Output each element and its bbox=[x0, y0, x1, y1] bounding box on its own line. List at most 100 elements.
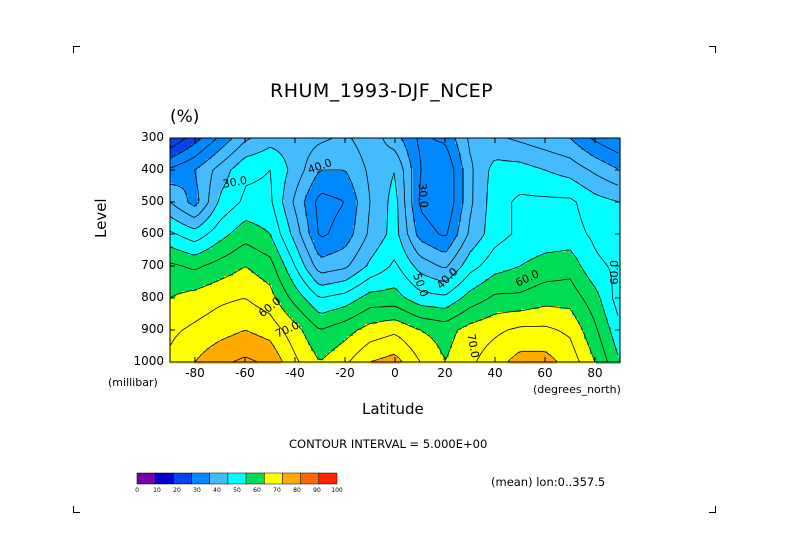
heatmap-cell bbox=[572, 207, 576, 211]
heatmap-cell bbox=[410, 147, 414, 151]
heatmap-cell bbox=[596, 234, 600, 238]
heatmap-cell bbox=[380, 195, 384, 199]
heatmap-cell bbox=[392, 153, 396, 157]
heatmap-cell bbox=[446, 216, 450, 220]
heatmap-cell bbox=[461, 147, 465, 151]
heatmap-cell bbox=[593, 144, 597, 148]
heatmap-cell bbox=[506, 195, 510, 199]
heatmap-cell bbox=[476, 156, 480, 160]
heatmap-cell bbox=[593, 162, 597, 166]
heatmap-cell bbox=[470, 183, 474, 187]
heatmap-cell bbox=[482, 192, 486, 196]
heatmap-cell bbox=[536, 198, 540, 202]
heatmap-cell bbox=[587, 228, 591, 232]
heatmap-cell bbox=[254, 222, 258, 226]
heatmap-cell bbox=[245, 171, 249, 175]
heatmap-cell bbox=[317, 201, 321, 205]
heatmap-cell bbox=[323, 186, 327, 190]
heatmap-cell bbox=[314, 174, 318, 178]
heatmap-cell bbox=[176, 207, 180, 211]
heatmap-cell bbox=[350, 201, 354, 205]
heatmap-cell bbox=[599, 180, 603, 184]
heatmap-cell bbox=[377, 210, 381, 214]
heatmap-cell bbox=[410, 228, 414, 232]
heatmap-cell bbox=[572, 171, 576, 175]
heatmap-cell bbox=[548, 156, 552, 160]
heatmap-cell bbox=[443, 207, 447, 211]
heatmap-cell bbox=[446, 180, 450, 184]
heatmap-cell bbox=[359, 231, 363, 235]
heatmap-cell bbox=[422, 153, 426, 157]
heatmap-cell bbox=[215, 156, 219, 160]
heatmap-cell bbox=[173, 222, 177, 226]
heatmap-cell bbox=[266, 231, 270, 235]
heatmap-cell bbox=[284, 144, 288, 148]
heatmap-cell bbox=[413, 228, 417, 232]
heatmap-cell bbox=[224, 168, 228, 172]
heatmap-cell bbox=[617, 234, 621, 238]
heatmap-cell bbox=[614, 222, 618, 226]
heatmap-cell bbox=[284, 180, 288, 184]
heatmap-cell bbox=[227, 204, 231, 208]
heatmap-cell bbox=[215, 168, 219, 172]
heatmap-cell bbox=[206, 180, 210, 184]
heatmap-cell bbox=[245, 222, 249, 226]
heatmap-cell bbox=[545, 234, 549, 238]
heatmap-cell bbox=[179, 165, 183, 169]
heatmap-cell bbox=[398, 171, 402, 175]
heatmap-cell bbox=[584, 144, 588, 148]
heatmap-cell bbox=[608, 228, 612, 232]
heatmap-cell bbox=[185, 186, 189, 190]
heatmap-cell bbox=[344, 186, 348, 190]
heatmap-cell bbox=[395, 222, 399, 226]
heatmap-cell bbox=[587, 189, 591, 193]
heatmap-cell bbox=[572, 144, 576, 148]
heatmap-cell bbox=[329, 162, 333, 166]
heatmap-cell bbox=[428, 165, 432, 169]
heatmap-cell bbox=[197, 210, 201, 214]
heatmap-cell bbox=[212, 237, 216, 241]
heatmap-cell bbox=[560, 213, 564, 217]
heatmap-cell bbox=[380, 201, 384, 205]
heatmap-cell bbox=[530, 162, 534, 166]
heatmap-cell bbox=[176, 192, 180, 196]
heatmap-cell bbox=[401, 234, 405, 238]
heatmap-cell bbox=[491, 156, 495, 160]
heatmap-cell bbox=[254, 228, 258, 232]
heatmap-cell bbox=[356, 219, 360, 223]
heatmap-cell bbox=[503, 213, 507, 217]
heatmap-cell bbox=[302, 147, 306, 151]
heatmap-cell bbox=[380, 192, 384, 196]
heatmap-cell bbox=[197, 219, 201, 223]
heatmap-cell bbox=[212, 138, 216, 142]
heatmap-cell bbox=[353, 159, 357, 163]
heatmap-cell bbox=[548, 222, 552, 226]
heatmap-cell bbox=[242, 177, 246, 181]
heatmap-cell bbox=[395, 234, 399, 238]
heatmap-cell bbox=[251, 189, 255, 193]
heatmap-cell bbox=[518, 177, 522, 181]
heatmap-cell bbox=[257, 198, 261, 202]
heatmap-cell bbox=[491, 186, 495, 190]
heatmap-cell bbox=[326, 195, 330, 199]
heatmap-cell bbox=[311, 168, 315, 172]
heatmap-cell bbox=[482, 216, 486, 220]
heatmap-cell bbox=[260, 216, 264, 220]
heatmap-cell bbox=[599, 138, 603, 142]
heatmap-cell bbox=[287, 219, 291, 223]
heatmap-cell bbox=[572, 234, 576, 238]
heatmap-cell bbox=[326, 144, 330, 148]
heatmap-cell bbox=[341, 210, 345, 214]
heatmap-cell bbox=[260, 195, 264, 199]
heatmap-cell bbox=[578, 219, 582, 223]
heatmap-cell bbox=[407, 141, 411, 145]
heatmap-cell bbox=[464, 204, 468, 208]
heatmap-cell bbox=[275, 162, 279, 166]
heatmap-cell bbox=[272, 150, 276, 154]
heatmap-cell bbox=[602, 207, 606, 211]
heatmap-cell bbox=[602, 165, 606, 169]
heatmap-cell bbox=[329, 144, 333, 148]
heatmap-cell bbox=[611, 216, 615, 220]
heatmap-cell bbox=[530, 156, 534, 160]
heatmap-cell bbox=[179, 216, 183, 220]
